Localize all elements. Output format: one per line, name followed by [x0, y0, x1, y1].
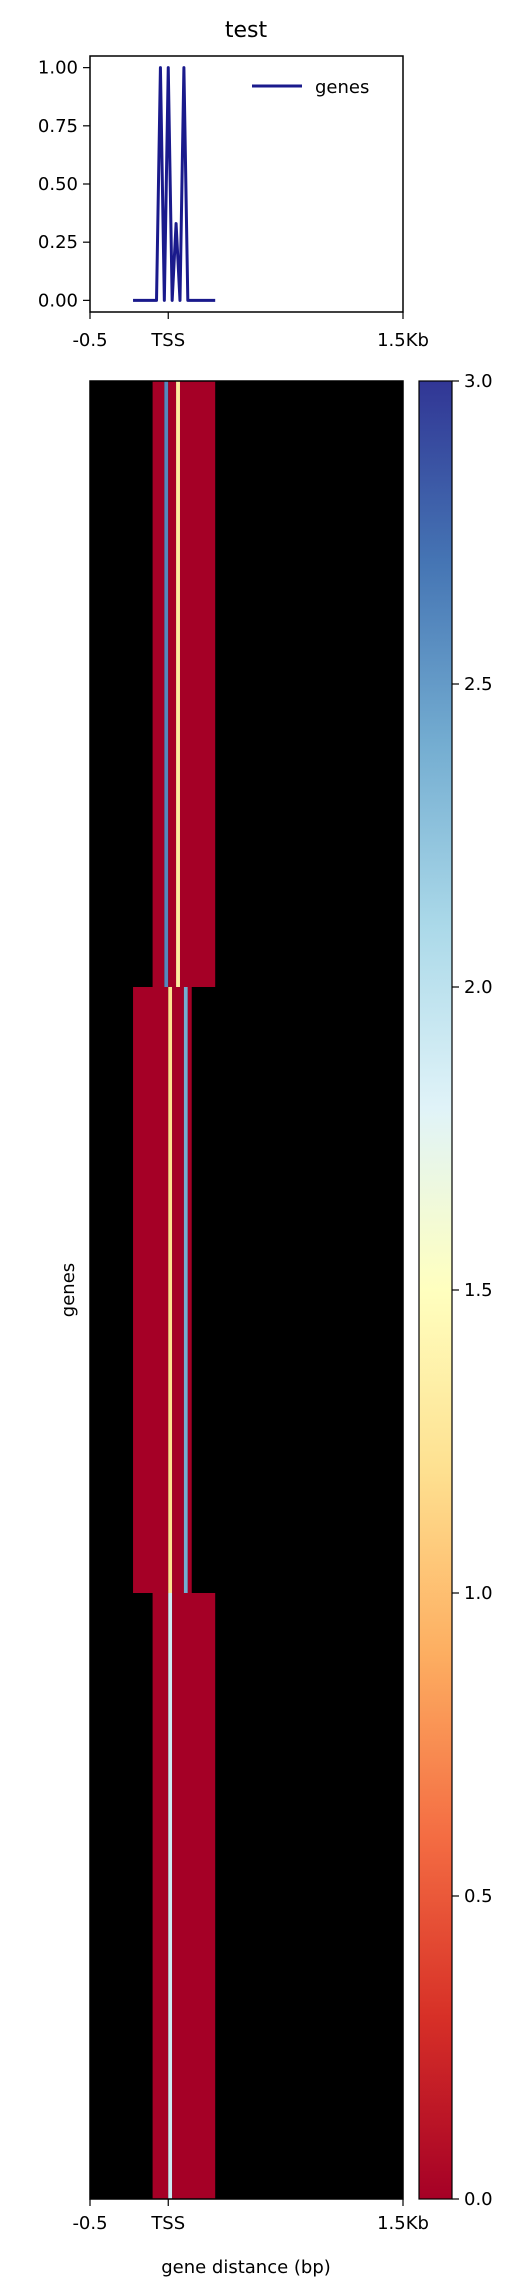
heatmap-x-tick-label: -0.5 — [72, 2213, 107, 2234]
heatmap-cell — [183, 987, 188, 1593]
colorbar-ticks: 0.0 0.5 1.0 1.5 2.0 2.5 3.0 — [452, 371, 493, 2210]
heatmap-cell — [133, 987, 169, 1593]
heatmap-cell — [187, 987, 192, 1593]
colorbar-tick-label: 3.0 — [464, 371, 493, 392]
colorbar-tick-label: 0.0 — [464, 2189, 493, 2210]
heatmap-cells — [133, 381, 216, 2199]
colorbar-tick-label: 2.5 — [464, 674, 493, 695]
colorbar-tick-label: 0.5 — [464, 1886, 493, 1907]
heatmap-cell — [168, 987, 173, 1593]
colorbar: 0.0 0.5 1.0 1.5 2.0 2.5 3.0 — [418, 371, 493, 2210]
heatmap-cell — [152, 381, 165, 987]
profile-y-tick-label: 0.75 — [38, 116, 78, 137]
profile-axes-frame — [89, 55, 404, 313]
profile-x-tick-label: -0.5 — [72, 330, 107, 351]
profile-y-ticks: 0.00 0.25 0.50 0.75 1.00 — [38, 58, 90, 311]
profile-y-tick-label: 0.00 — [38, 290, 78, 311]
heatmap-cell — [168, 381, 177, 987]
profile-x-ticks: -0.5 TSS 1.5Kb — [72, 312, 429, 351]
heatmap-ylabel: genes — [58, 1263, 79, 1317]
colorbar-tick-label: 1.0 — [464, 1583, 493, 1604]
profile-x-tick-label: 1.5Kb — [377, 330, 429, 351]
heatmap-x-tick-label: 1.5Kb — [377, 2213, 429, 2234]
colorbar-tick-label: 2.0 — [464, 977, 493, 998]
heatmap-plot: -0.5 TSS 1.5Kb gene distance (bp) genes — [58, 380, 429, 2278]
profile-legend: genes — [252, 77, 369, 98]
colorbar-gradient — [418, 380, 453, 2200]
heatmap-axes-frame — [89, 380, 404, 2200]
heatmap-xlabel: gene distance (bp) — [161, 2257, 331, 2278]
heatmap-cell — [172, 987, 184, 1593]
heatmap-cell — [164, 381, 169, 987]
profile-plot: test 0.00 0.25 0.50 0.75 1.00 -0.5 TSS 1.5Kb g… — [38, 18, 429, 351]
profile-title: test — [225, 18, 268, 43]
heatmap-cell — [176, 381, 180, 987]
legend-label-genes: genes — [315, 77, 369, 98]
series-line-genes — [133, 66, 216, 302]
profile-y-tick-label: 0.50 — [38, 174, 78, 195]
profile-y-tick-label: 0.25 — [38, 232, 78, 253]
profile-series — [133, 66, 216, 302]
heatmap-cell — [168, 1593, 173, 2199]
heatmap-cell — [179, 381, 216, 987]
heatmap-x-tick-label: TSS — [150, 2213, 185, 2234]
profile-x-tick-label: TSS — [150, 330, 185, 351]
profile-y-tick-label: 1.00 — [38, 58, 78, 79]
heatmap-cell — [152, 1593, 169, 2199]
colorbar-tick-label: 1.5 — [464, 1280, 493, 1301]
heatmap-cell — [172, 1593, 216, 2199]
heatmap-x-ticks: -0.5 TSS 1.5Kb — [72, 2199, 429, 2234]
